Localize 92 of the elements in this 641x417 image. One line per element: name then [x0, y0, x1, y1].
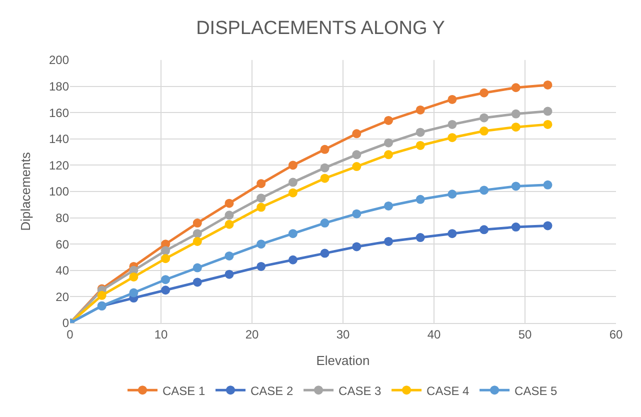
point	[192, 278, 202, 287]
x-axis-title: Elevation	[316, 353, 370, 368]
point	[192, 229, 202, 238]
legend-label: CASE 2	[250, 384, 294, 398]
point	[320, 174, 330, 183]
y-axis-title: Diplacements	[18, 152, 33, 231]
point	[256, 179, 266, 188]
point	[511, 222, 520, 232]
point	[384, 236, 393, 246]
point	[480, 225, 489, 234]
point	[256, 202, 266, 212]
point	[511, 122, 520, 132]
point	[448, 133, 457, 142]
point	[288, 160, 298, 170]
point	[224, 220, 234, 229]
point	[543, 120, 552, 129]
point	[320, 163, 330, 172]
y-tick-label: 0	[62, 316, 70, 330]
point	[256, 194, 266, 203]
point	[161, 275, 170, 284]
point	[480, 126, 489, 136]
point	[224, 210, 234, 220]
point	[352, 150, 362, 160]
point	[320, 144, 330, 154]
legend-label: CASE 3	[338, 384, 382, 398]
point	[129, 288, 138, 298]
point	[416, 128, 425, 137]
point	[384, 116, 393, 125]
point	[224, 198, 234, 208]
point	[320, 218, 330, 228]
x-tick-label: 10	[154, 327, 168, 342]
legend-label: CASE 1	[162, 384, 206, 398]
point	[543, 106, 552, 116]
point	[384, 201, 393, 210]
point	[543, 180, 552, 190]
y-tick-label: 20	[56, 290, 70, 304]
point	[416, 194, 425, 204]
point	[511, 109, 520, 118]
point	[448, 94, 457, 104]
point	[256, 240, 266, 249]
point	[448, 120, 457, 129]
point	[224, 251, 234, 260]
point	[192, 236, 202, 246]
point	[352, 162, 362, 172]
point	[256, 262, 266, 271]
y-tick-label: 140	[48, 132, 70, 146]
point	[384, 150, 393, 160]
point	[352, 209, 362, 218]
y-tick-label: 60	[56, 237, 70, 252]
point	[511, 83, 520, 92]
x-tick-label: 40	[427, 327, 441, 342]
point	[97, 290, 106, 300]
y-tick-label: 40	[56, 264, 70, 278]
point	[480, 88, 489, 98]
point	[448, 229, 457, 238]
point	[161, 254, 170, 264]
point	[288, 188, 298, 198]
point	[543, 80, 552, 90]
point	[416, 140, 425, 150]
y-tick-label: 80	[56, 211, 70, 225]
point	[224, 270, 234, 279]
point	[448, 190, 457, 199]
point	[480, 113, 489, 122]
point	[352, 242, 362, 252]
point	[416, 105, 425, 114]
point	[192, 218, 202, 228]
y-tick-label: 180	[48, 80, 70, 94]
point	[320, 248, 330, 258]
y-tick-label: 100	[48, 184, 70, 199]
point	[161, 246, 170, 256]
point	[416, 233, 425, 242]
point	[511, 182, 520, 191]
y-tick-label: 120	[48, 158, 70, 172]
point	[543, 221, 552, 230]
point	[288, 255, 298, 264]
point	[384, 138, 393, 148]
y-tick-label: 200	[48, 53, 70, 68]
point	[288, 229, 298, 238]
x-tick-label: 50	[518, 327, 532, 342]
legend-label: CASE 4	[426, 384, 470, 398]
y-tick-label: 160	[48, 106, 70, 120]
legend-label: CASE 5	[514, 384, 558, 398]
x-tick-label: 20	[245, 327, 259, 342]
point	[129, 272, 138, 282]
point	[192, 263, 202, 272]
point	[352, 129, 362, 138]
point	[480, 186, 489, 195]
point	[288, 178, 298, 187]
x-tick-label: 60	[609, 327, 623, 342]
x-tick-label: 30	[336, 327, 350, 342]
point	[161, 286, 170, 295]
chart-title: DISPLACEMENTS ALONG Y	[196, 18, 446, 40]
